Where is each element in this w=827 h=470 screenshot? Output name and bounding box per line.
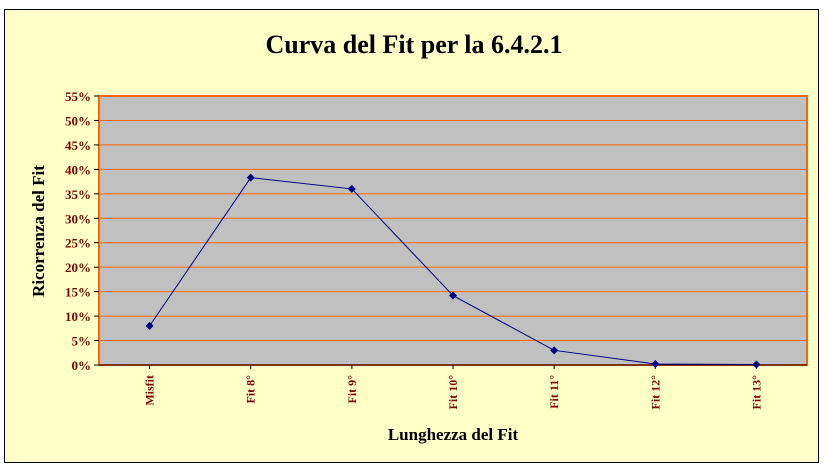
y-tick-label: 55% xyxy=(65,89,91,104)
x-tick-label: Fit 9° xyxy=(345,375,359,404)
series-layer xyxy=(145,173,761,369)
x-tick-label: Fit 10° xyxy=(446,375,460,410)
x-tick-labels: Misfit Fit 8° Fit 9° Fit 10° Fit 11° Fit 12° F… xyxy=(143,365,763,410)
data-point xyxy=(651,360,660,369)
plot-area xyxy=(98,95,808,366)
data-point xyxy=(246,173,255,182)
y-axis-label: Ricorrenza del Fit xyxy=(29,165,48,297)
data-point xyxy=(752,360,761,369)
x-tick-label: Fit 11° xyxy=(547,375,561,409)
y-tick-label: 30% xyxy=(65,211,91,226)
data-point xyxy=(550,346,559,355)
x-tick-label: Fit 12° xyxy=(648,375,662,410)
x-tick-label: Fit 13° xyxy=(749,375,763,410)
y-tick-label: 0% xyxy=(72,358,92,373)
x-tick-label: Misfit xyxy=(143,375,157,406)
y-tick-label: 35% xyxy=(65,187,91,202)
chart-title: Curva del Fit per la 6.4.2.1 xyxy=(265,30,562,59)
data-point xyxy=(449,291,457,300)
x-tick-label: Fit 8° xyxy=(244,375,258,404)
data-point xyxy=(145,321,154,330)
y-tick-label: 25% xyxy=(65,236,91,251)
y-tick-label: 20% xyxy=(65,260,91,275)
y-tick-label: 50% xyxy=(65,113,91,128)
y-tick-labels: 0% 5% 10% 15% 20% 25% 30% 35% 40% 45% 50% 55% xyxy=(65,89,91,373)
y-tick-label: 5% xyxy=(72,334,92,349)
x-axis-label: Lunghezza del Fit xyxy=(388,425,519,444)
data-point xyxy=(347,184,356,193)
gridlines xyxy=(94,95,807,366)
y-tick-label: 10% xyxy=(65,309,91,324)
y-tick-label: 45% xyxy=(65,138,91,153)
y-tick-label: 15% xyxy=(65,285,91,300)
y-tick-label: 40% xyxy=(65,162,91,177)
